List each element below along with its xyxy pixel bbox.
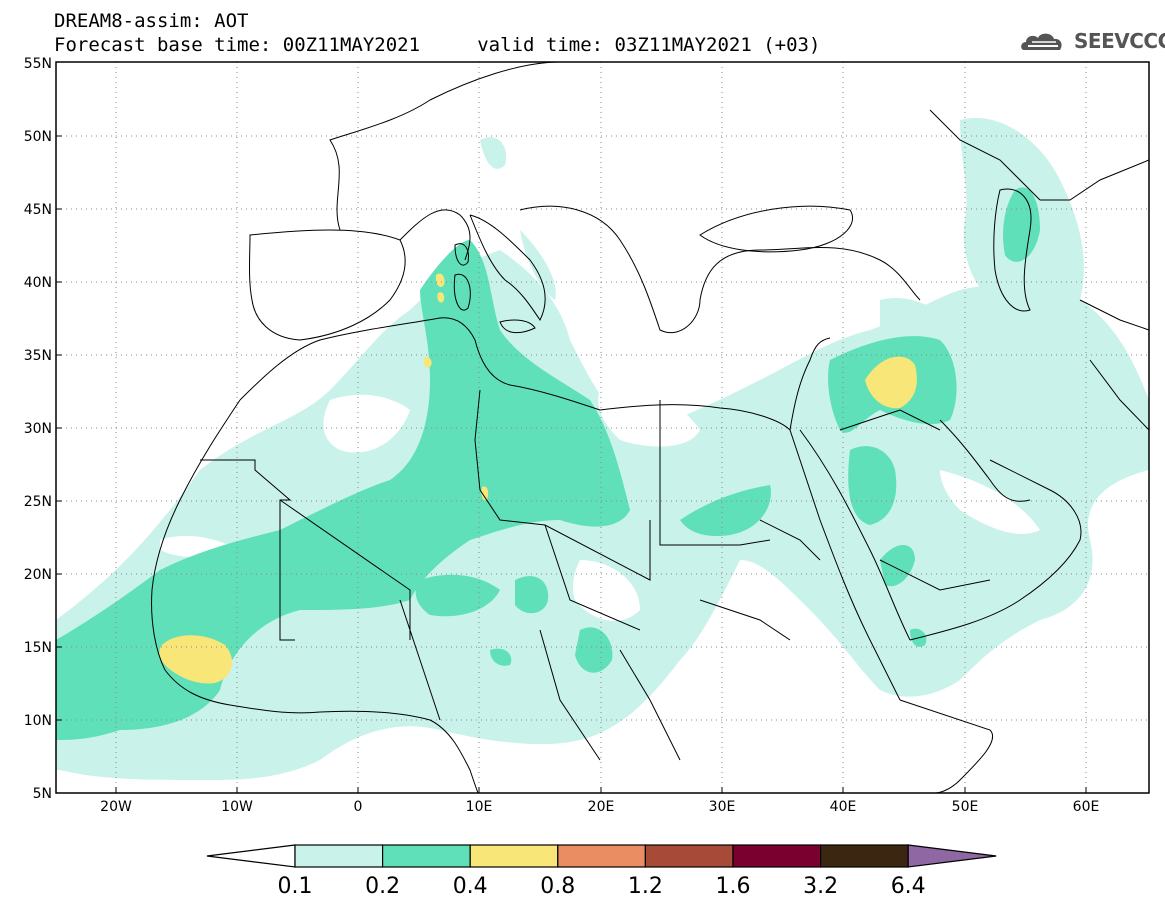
seevccc-logo-text: SEEVCCC: [1074, 29, 1165, 53]
colorbar-right-arrow: [907, 844, 997, 868]
colorbar-segment: [819, 844, 909, 868]
colorbar-segment: [382, 844, 471, 868]
colorbar-label: 6.4: [891, 874, 926, 899]
colorbar-label: 0.2: [365, 874, 400, 899]
lon-label: 20E: [588, 799, 615, 815]
forecast-time-line: Forecast base time: 00Z11MAY2021 valid t…: [54, 34, 821, 56]
colorbar-left-arrow: [206, 844, 296, 868]
lat-label: 15N: [24, 640, 52, 656]
lon-label: 10W: [221, 799, 253, 815]
seevccc-cloud-icon: [1021, 33, 1062, 50]
lon-label: 10E: [466, 799, 493, 815]
lat-label: 20N: [24, 567, 52, 583]
lat-label: 30N: [24, 421, 52, 437]
lon-label: 0: [354, 799, 363, 815]
colorbar-label: 1.6: [716, 874, 751, 899]
colorbar-segment: [732, 844, 822, 868]
colorbar-label: 0.4: [453, 874, 488, 899]
colorbar: 0.1 0.2 0.4 0.8 1.2 1.6 3.2 6.4: [206, 844, 997, 899]
colorbar-segment: [469, 844, 559, 868]
lon-label: 30E: [709, 799, 736, 815]
colorbar-label: 3.2: [803, 874, 838, 899]
lon-label: 40E: [830, 799, 857, 815]
colorbar-segment: [294, 844, 384, 868]
lat-label: 10N: [24, 713, 52, 729]
lon-label: 60E: [1073, 799, 1100, 815]
colorbar-segment: [557, 844, 646, 868]
lat-label: 40N: [24, 275, 52, 291]
lat-label: 55N: [24, 56, 52, 72]
longitude-labels: 20W 10W 0 10E 20E 30E 40E 50E 60E: [100, 799, 1099, 815]
colorbar-label: 0.1: [278, 874, 313, 899]
lat-label: 50N: [24, 129, 52, 145]
map-title: DREAM8-assim: AOT: [54, 10, 249, 32]
lat-label: 45N: [24, 202, 52, 218]
lat-label: 35N: [24, 348, 52, 364]
colorbar-segment: [644, 844, 734, 868]
aot-level-0-4-regions: [159, 273, 917, 684]
latitude-labels: 55N 50N 45N 40N 35N 30N 25N 20N 15N 10N …: [24, 56, 52, 802]
lat-label: 25N: [24, 494, 52, 510]
graticule: [56, 62, 1149, 793]
colorbar-label: 0.8: [540, 874, 575, 899]
colorbar-label: 1.2: [628, 874, 663, 899]
coastlines-borders: [151, 62, 1149, 793]
aot-level-0-2-regions: [56, 187, 1040, 740]
lat-label: 5N: [33, 786, 52, 802]
lon-label: 20W: [100, 799, 132, 815]
lon-label: 50E: [952, 799, 979, 815]
map-ticks: [56, 135, 1087, 793]
